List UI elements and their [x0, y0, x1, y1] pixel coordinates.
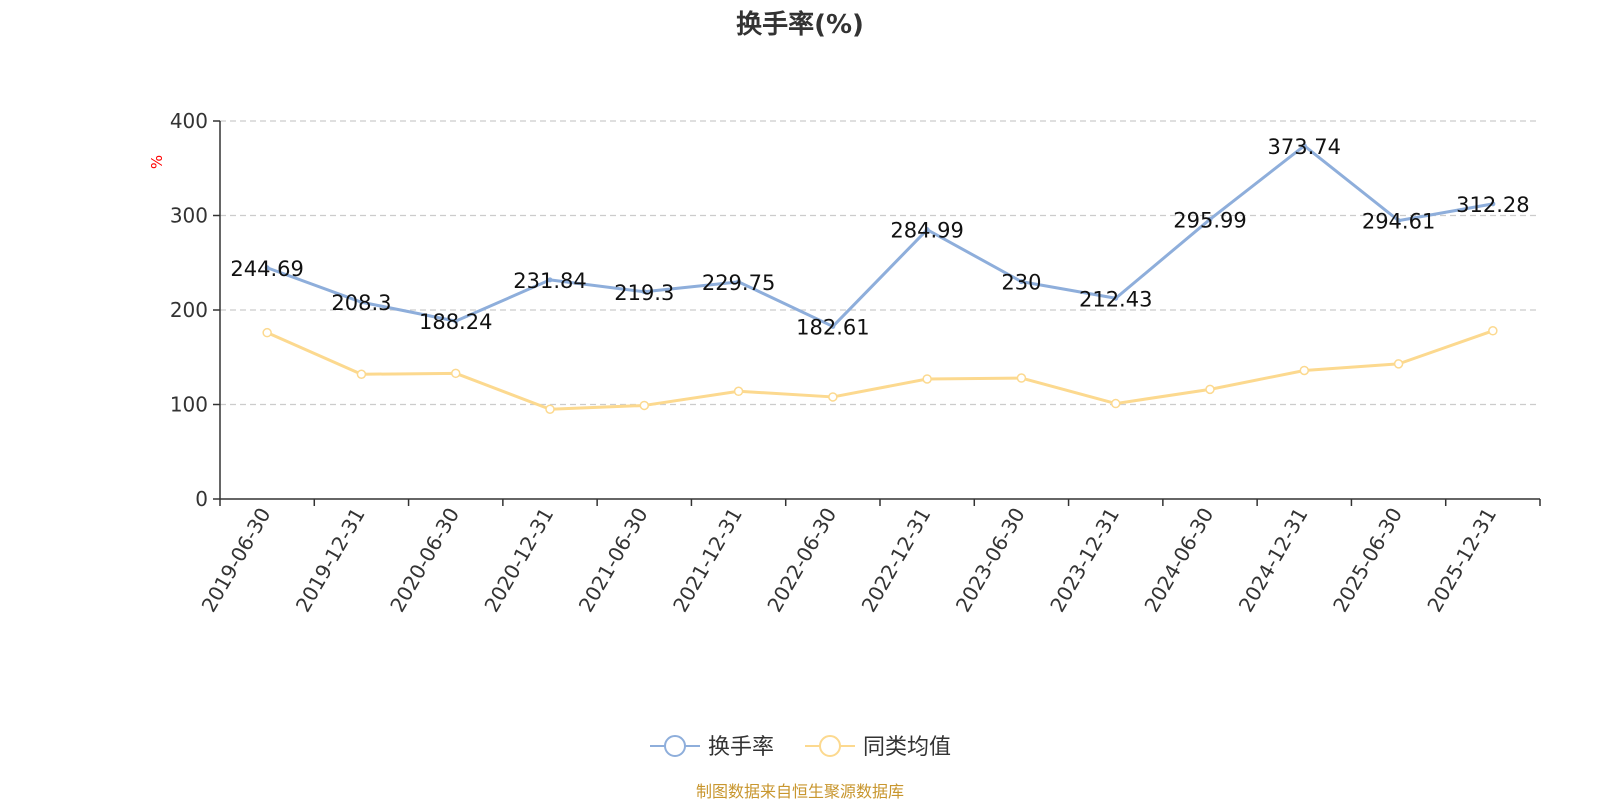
peer-average-point — [262, 327, 272, 338]
x-tick-label: 2021-12-31 — [668, 504, 747, 617]
data-label: 284.99 — [890, 219, 963, 243]
turnover-point — [1301, 143, 1307, 149]
legend-label: 同类均值 — [863, 735, 951, 760]
chart-title: 换手率(%) — [736, 9, 864, 40]
turnover-point — [1396, 218, 1402, 224]
x-tick-label: 2022-06-30 — [762, 504, 841, 617]
legend-label: 换手率 — [708, 735, 774, 760]
data-label: 231.84 — [513, 269, 586, 293]
series-line-peer-average — [266, 329, 1494, 411]
footer-source: 制图数据来自恒生聚源数据库 — [696, 782, 904, 800]
turnover-point — [1490, 201, 1496, 207]
peer-average-point — [1110, 398, 1121, 409]
turnover-point — [547, 277, 553, 283]
turnover-point — [641, 289, 647, 295]
x-tick-label: 2025-06-30 — [1328, 504, 1407, 617]
data-label: 295.99 — [1173, 208, 1246, 232]
legend-item-peer-average: 同类均值 — [805, 735, 951, 760]
series-group — [262, 143, 1498, 414]
x-tick-label: 2024-12-31 — [1234, 504, 1313, 617]
x-axis-ticks: 2019-06-30 2019-12-31 2020-06-30 2020-12-31… — [197, 499, 1541, 617]
turnover-point — [1018, 279, 1024, 285]
legend-marker — [664, 735, 686, 757]
series-line-turnover — [266, 144, 1494, 328]
x-tick-label: 2022-12-31 — [857, 503, 936, 616]
y-tick-label: 100 — [170, 393, 208, 417]
turnover-point — [924, 227, 930, 233]
legend-marker — [819, 735, 841, 757]
y-tick-label: 200 — [170, 298, 208, 322]
peer-average-point — [639, 400, 650, 411]
peer-average-point — [356, 369, 367, 380]
data-label: 208.3 — [331, 291, 391, 315]
grid-lines — [220, 120, 1540, 406]
x-tick-label: 2024-06-30 — [1139, 504, 1218, 617]
turnover-point — [830, 323, 836, 329]
data-label: 229.75 — [702, 271, 775, 295]
peer-average-point — [450, 368, 461, 379]
y-tick-label: 0 — [195, 487, 208, 511]
turnover-point — [1207, 216, 1213, 222]
data-label: 212.43 — [1079, 287, 1152, 311]
data-label: 219.3 — [614, 281, 674, 305]
data-label: 182.61 — [796, 315, 869, 339]
data-label: 244.69 — [230, 257, 303, 281]
x-tick-label: 2021-06-30 — [574, 504, 653, 617]
y-axis-ticks: 0 100 200 300 400 — [170, 109, 220, 511]
x-tick-label: 2020-06-30 — [385, 504, 464, 617]
peer-average-point — [1205, 384, 1215, 395]
peer-average-point — [922, 374, 932, 384]
peer-average-point — [545, 404, 555, 414]
data-label: 230 — [1001, 271, 1041, 295]
peer-average-point — [1299, 365, 1310, 376]
x-tick-label: 2020-12-31 — [479, 504, 558, 617]
x-tick-label: 2025-12-31 — [1422, 504, 1501, 617]
turnover-point — [736, 279, 742, 285]
data-label: 294.61 — [1362, 210, 1435, 234]
peer-average-point — [828, 392, 838, 402]
x-tick-label: 2023-12-31 — [1045, 504, 1124, 617]
x-tick-label: 2023-06-30 — [951, 504, 1030, 617]
y-axis-unit: % — [148, 155, 166, 169]
x-tick-label: 2019-12-31 — [291, 504, 370, 617]
legend: 换手率 同类均值 — [650, 735, 951, 760]
turnover-point — [358, 299, 364, 305]
turnover-point — [1113, 295, 1119, 301]
y-tick-label: 400 — [170, 109, 208, 133]
data-label: 312.28 — [1456, 193, 1529, 217]
turnover-point — [453, 318, 459, 324]
data-label: 373.74 — [1268, 135, 1341, 159]
peer-average-point — [1016, 373, 1027, 383]
legend-item-turnover: 换手率 — [650, 735, 774, 760]
data-labels: 244.69 208.3 188.24 231.84 219.3 229.75 182.61… — [230, 135, 1529, 340]
peer-average-point — [1488, 326, 1498, 336]
y-tick-label: 300 — [170, 204, 208, 228]
peer-average-point — [1393, 359, 1404, 369]
peer-average-point — [733, 386, 744, 397]
x-tick-label: 2019-06-30 — [197, 504, 276, 617]
turnover-point — [264, 265, 270, 271]
data-label: 188.24 — [419, 310, 492, 334]
